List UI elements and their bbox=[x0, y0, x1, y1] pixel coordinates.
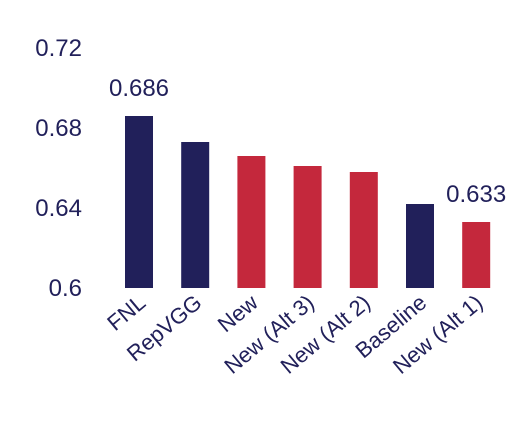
y-tick-label: 0.6 bbox=[49, 275, 82, 302]
bar bbox=[349, 172, 378, 288]
bar bbox=[293, 166, 322, 288]
y-tick-label: 0.72 bbox=[35, 35, 82, 62]
bar bbox=[237, 156, 266, 288]
bar bbox=[181, 142, 210, 288]
bar bbox=[125, 116, 153, 288]
y-axis-ticks: 0.6 0.64 0.68 0.72 bbox=[35, 35, 82, 302]
data-label: 0.633 bbox=[446, 181, 506, 208]
data-labels: 0.686 0.633 bbox=[109, 75, 506, 208]
y-tick-label: 0.68 bbox=[35, 115, 82, 142]
bar bbox=[462, 222, 491, 288]
bar bbox=[406, 204, 434, 288]
bars bbox=[125, 116, 491, 288]
data-label: 0.686 bbox=[109, 75, 169, 102]
y-tick-label: 0.64 bbox=[35, 195, 82, 222]
